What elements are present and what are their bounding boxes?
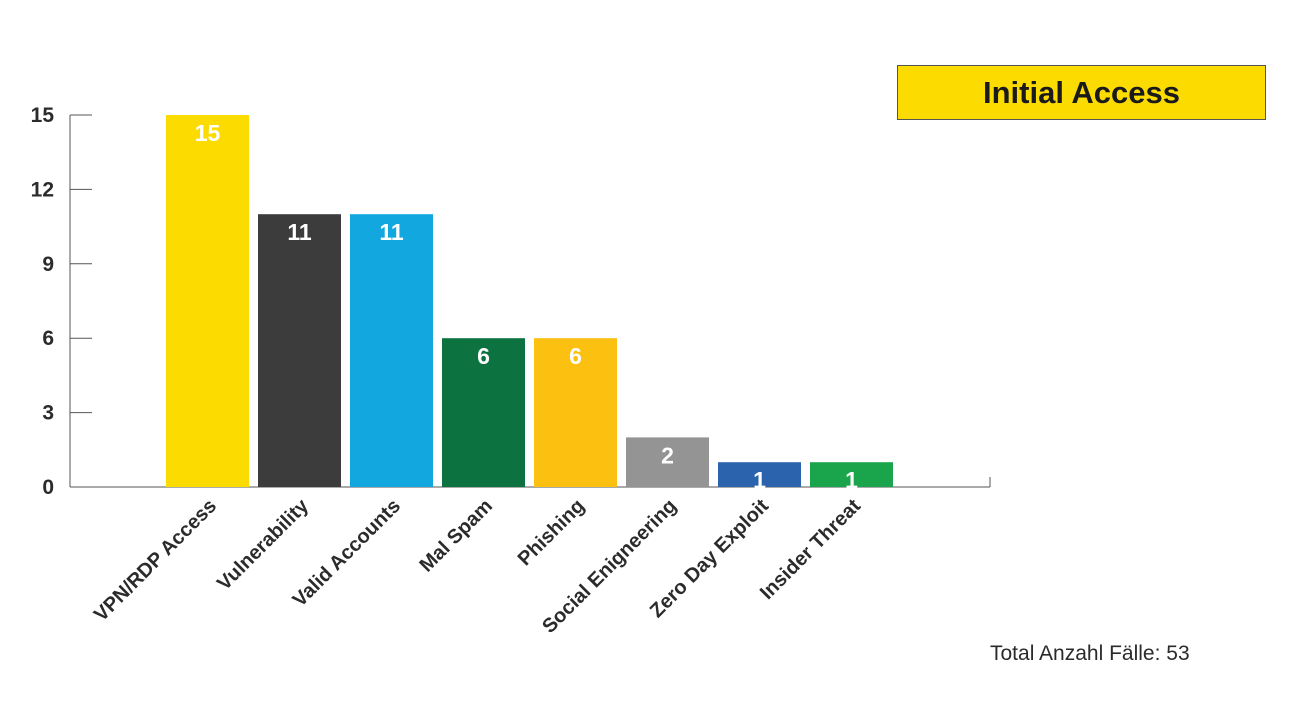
x-tick-label: Phishing (514, 495, 589, 570)
bar (718, 462, 801, 487)
bar (258, 214, 341, 487)
y-tick-label: 9 (42, 253, 54, 276)
bar (626, 437, 709, 487)
bar-value-label: 2 (661, 442, 674, 468)
bar (442, 338, 525, 487)
bar-value-label: 1 (753, 467, 766, 493)
bar (166, 115, 249, 487)
y-tick-label: 3 (42, 402, 54, 425)
x-tick-label: Mal Spam (415, 495, 497, 577)
y-tick-label: 12 (31, 178, 54, 201)
y-tick-label: 15 (31, 104, 55, 127)
y-axis: 0 3 6 9 12 15 (31, 104, 92, 499)
bar (810, 462, 893, 487)
bar-value-label: 6 (477, 343, 490, 369)
bar-value-label: 11 (287, 219, 312, 245)
chart-title: Initial Access (897, 65, 1266, 120)
x-tick-label: Vulnerability (213, 494, 314, 595)
y-tick-label: 0 (42, 476, 54, 499)
x-tick-label: VPN/RDP Access (90, 495, 221, 626)
bar-value-label: 1 (845, 467, 858, 493)
bar (350, 214, 433, 487)
bars (166, 115, 893, 487)
y-tick-label: 6 (42, 327, 54, 350)
bar (534, 338, 617, 487)
total-cases-note: Total Anzahl Fälle: 53 (990, 642, 1190, 665)
bar-value-label: 11 (379, 219, 404, 245)
bar-value-label: 6 (569, 343, 582, 369)
bar-value-label: 15 (195, 120, 221, 146)
